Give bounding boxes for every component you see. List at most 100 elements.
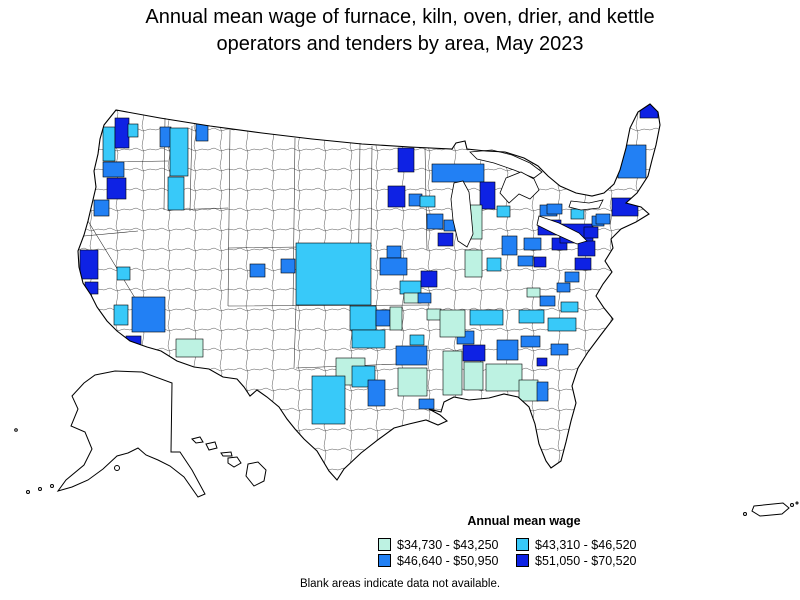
small-island [743,512,747,516]
lake-huron [499,171,540,204]
lake-michigan [450,180,474,248]
map-region [469,309,504,326]
map-region [574,257,592,271]
molokai [220,451,233,457]
map-region [367,379,386,407]
map-region [379,257,408,276]
map-region [533,256,547,268]
map-region [539,295,556,307]
map-region [426,308,442,321]
map-region [280,258,296,274]
map-region [114,117,130,149]
legend-swatch-range-2 [516,538,529,551]
small-island [790,503,794,507]
map-region [518,379,539,402]
map-region [496,339,519,361]
title-line-2: operators and tenders by area, May 2023 [216,33,584,55]
legend-item: $51,050 - $70,520 [516,553,670,568]
map-region [526,287,541,298]
map-region [611,197,639,217]
map-region [397,147,415,173]
map-region [437,232,454,247]
map-region [418,398,435,410]
map-region [113,304,129,326]
map-region [127,123,139,138]
map-region [463,361,484,391]
map-region [431,163,485,183]
legend-label-range-1: $34,730 - $43,250 [397,537,499,552]
map-region [546,203,563,215]
map-region [496,205,511,218]
map-region [419,195,436,208]
map-region [79,249,99,280]
map-region [550,343,569,356]
map-region [395,345,428,366]
puerto-rico-outline [751,502,790,517]
map-region [517,255,534,267]
map-region [169,127,189,177]
map-region [485,363,523,392]
map-region [536,381,549,402]
oahu [205,441,218,451]
legend-item: $43,310 - $46,520 [516,537,670,552]
kodiak-island [114,465,120,471]
map-region [389,306,403,331]
lake-erie [536,215,588,245]
lake-superior [469,149,543,179]
small-island [795,501,799,505]
map-region [547,317,577,332]
page-title: Annual mean wage of furnace, kiln, oven,… [0,4,800,58]
legend-item: $34,730 - $43,250 [378,537,516,552]
map-region [131,296,166,333]
lake-ontario [568,199,604,211]
map-region [583,226,599,239]
map-region [106,177,127,200]
map-region [523,237,542,251]
legend-swatch-range-4 [516,554,529,567]
legend-label-range-4: $51,050 - $70,520 [535,553,637,568]
legend-label-range-3: $46,640 - $50,950 [397,553,499,568]
maui [227,456,242,468]
aleutian-island [26,490,30,494]
map-region [375,309,391,327]
map-region [564,271,580,283]
legend-title: Annual mean wage [467,514,581,528]
aleutian-island [50,484,54,488]
map-region [399,280,422,295]
map-region [536,357,548,367]
map-region [464,249,483,278]
legend-swatch-range-1 [378,538,391,551]
map-region [351,329,386,349]
map-region [397,367,428,397]
kauai [191,436,204,444]
map-region [442,350,463,396]
map-region [159,126,172,148]
legend-label-range-2: $43,310 - $46,520 [535,537,637,552]
lower48-outline [77,103,661,481]
alaska-map [14,370,206,498]
legend: Annual mean wage $34,730 - $43,250 $43,3… [378,514,670,568]
map-region [93,199,110,217]
puerto-rico-map [743,501,799,517]
map-region [417,292,432,304]
map-region [595,213,611,225]
map-region [195,123,209,142]
map-region [349,305,377,331]
aleutian-island [38,487,42,491]
map-region [295,242,372,306]
map-region [570,208,585,220]
map-region [386,245,402,259]
hawaii-island [245,461,267,487]
map-region [518,309,545,324]
map-region [639,104,659,119]
legend-items: $34,730 - $43,250 $43,310 - $46,520 $46,… [378,537,670,568]
map-region [420,270,438,288]
map-region [116,266,131,281]
legend-item: $46,640 - $50,950 [378,553,516,568]
hawaii-map [191,436,267,487]
map-region [501,235,518,256]
bering-island [14,428,18,432]
map-region [462,344,486,362]
